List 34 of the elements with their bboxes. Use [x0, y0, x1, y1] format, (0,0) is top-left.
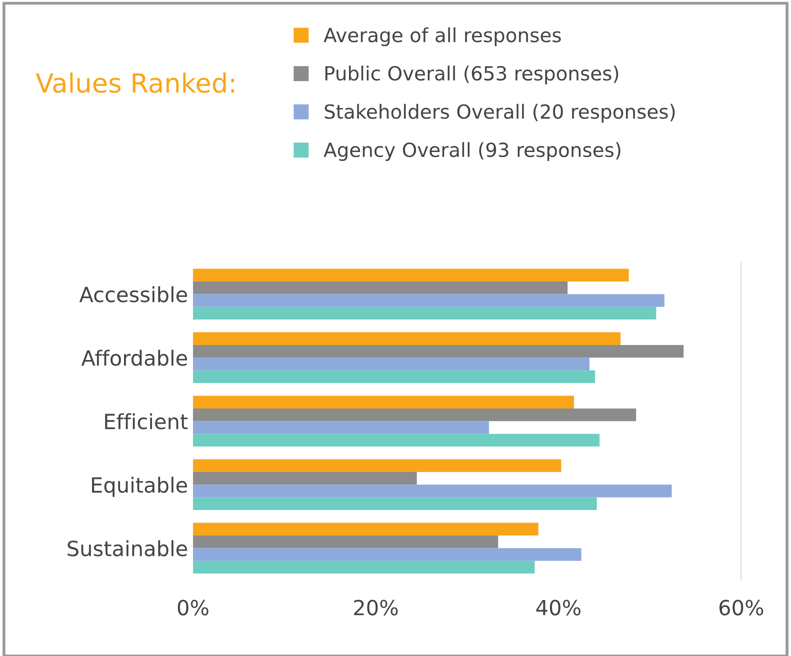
bar: [193, 332, 621, 345]
bar: [193, 434, 600, 447]
legend-label: Public Overall (653 responses): [325, 66, 618, 84]
bar: [193, 421, 490, 434]
x-tick-label: 60%: [719, 600, 764, 616]
bar: [193, 344, 684, 358]
y-tick-label: Efficient: [105, 413, 188, 430]
bar: [193, 294, 664, 307]
bar: [193, 497, 597, 510]
bar: [193, 358, 590, 370]
bar: [193, 268, 629, 282]
legend-label: Stakeholders Overall (20 responses): [324, 104, 675, 123]
y-tick-label: Accessible: [79, 286, 188, 302]
bar: [193, 370, 595, 384]
bar: [193, 281, 568, 294]
x-tick-label: 40%: [536, 600, 580, 616]
x-tick-label: 0%: [178, 600, 208, 616]
bar: [193, 484, 672, 498]
bar: [193, 535, 498, 548]
bar: [193, 396, 574, 408]
legend-label: Average of all responses: [324, 27, 561, 46]
y-tick-label: Equitable: [92, 476, 188, 497]
bar: [193, 560, 535, 574]
bar: [193, 472, 417, 485]
bar: [193, 548, 582, 561]
bar: [193, 306, 656, 320]
bar: [193, 522, 538, 536]
bar: [193, 459, 562, 472]
bar: [193, 408, 636, 422]
legend-label: Agency Overall (93 responses): [324, 142, 620, 161]
y-tick-label: Sustainable: [68, 540, 188, 556]
y-tick-label: Affordable: [81, 350, 188, 366]
x-tick-label: 20%: [354, 600, 398, 616]
chart-title: Values Ranked:: [36, 72, 234, 93]
